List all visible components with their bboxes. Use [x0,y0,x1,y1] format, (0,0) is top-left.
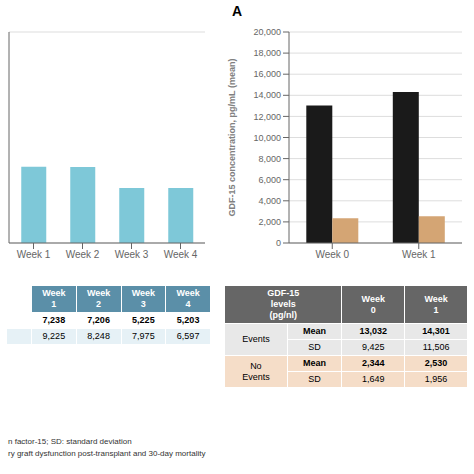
html-text:SD: SD [308,342,321,352]
html-text:n factor-15; SD: standard devi: n factor-15; SD: standard deviation ry g… [8,437,206,458]
html-text:6,597: 6,597 [176,331,200,341]
html-text:Week 1: Week 1 [424,293,448,315]
svg-text:16,000: 16,000 [253,69,281,79]
html-text:Mean: Mean [303,358,327,368]
html-text:7,206: 7,206 [87,315,110,325]
svg-text:20,000: 20,000 [253,27,281,37]
svg-text:8,000: 8,000 [258,154,281,164]
html-text:5,225: 5,225 [132,315,155,325]
svg-text:2,000: 2,000 [258,217,281,227]
svg-text:Week 1: Week 1 [17,249,51,260]
svg-text:6,000: 6,000 [258,175,281,185]
html-text:7,975: 7,975 [132,331,155,341]
html-text:Week 0: Week 0 [361,293,385,315]
html-text:Week 3: Week 3 [131,288,155,309]
svg-text:Week 4: Week 4 [164,249,198,260]
svg-text:GDF-15 concentration, pg/mL (m: GDF-15 concentration, pg/mL (mean) [227,59,237,217]
svg-text:12,000: 12,000 [253,112,281,122]
html-text:1,649: 1,649 [362,374,385,384]
html-text:No Events: No Events [242,360,270,382]
html-text:8,248: 8,248 [87,331,110,341]
svg-text:10,000: 10,000 [253,133,281,143]
html-text:5,203: 5,203 [176,315,200,325]
html-text:SD: SD [308,374,321,384]
html-text:GDF-15 levels (pg/nl): GDF-15 levels (pg/nl) [267,288,300,320]
html-text:7,238: 7,238 [42,315,66,325]
html-text:2,530: 2,530 [424,358,448,368]
html-text:Week 1: Week 1 [42,288,66,309]
html-text:13,032: 13,032 [359,326,387,336]
html-text:Week 4: Week 4 [176,288,200,309]
svg-text:Week 2: Week 2 [66,249,100,260]
html-text:A: A [231,3,243,19]
svg-text:0: 0 [276,238,281,248]
html-text:9,425: 9,425 [362,342,385,352]
svg-text:4,000: 4,000 [258,196,281,206]
html-text:Mean: Mean [303,326,327,336]
svg-text:18,000: 18,000 [253,48,281,58]
svg-text:14,000: 14,000 [253,90,281,100]
html-text:11,506: 11,506 [422,342,450,352]
html-text:1,956: 1,956 [424,374,448,384]
html-text:Events: Events [242,334,270,344]
svg-text:Week 1: Week 1 [402,249,436,260]
svg-text:Week 3: Week 3 [115,249,149,260]
html-text:Week 2: Week 2 [86,288,111,309]
html-text:2,344: 2,344 [362,358,385,368]
html-text:14,301: 14,301 [422,326,450,336]
html-text:9,225: 9,225 [42,331,66,341]
svg-text:Week 0: Week 0 [315,249,349,260]
